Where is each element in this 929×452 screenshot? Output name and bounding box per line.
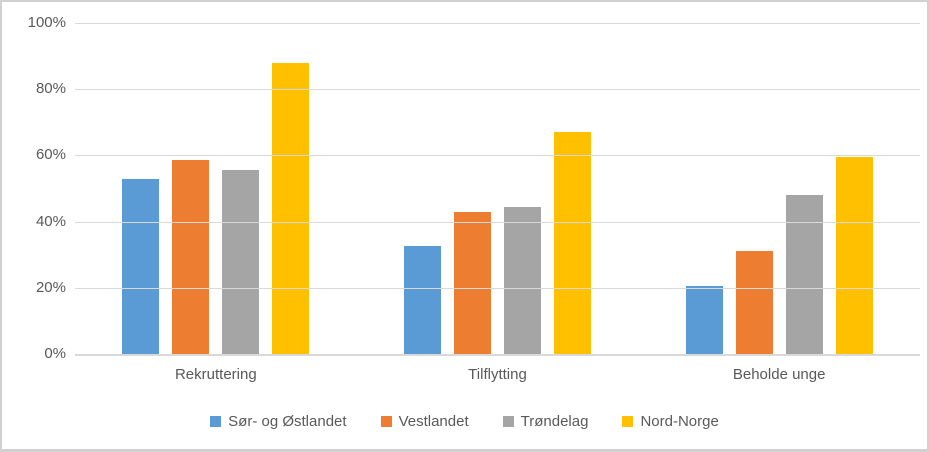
y-tick-label: 20% xyxy=(35,278,66,296)
bar xyxy=(404,246,441,354)
bar-group xyxy=(638,23,920,354)
legend-marker-icon xyxy=(502,415,514,427)
bar-group xyxy=(357,23,639,354)
y-tick-label: 100% xyxy=(27,14,66,31)
x-category-label: Beholde unge xyxy=(732,366,826,383)
gridline xyxy=(75,23,920,24)
gridline xyxy=(75,287,920,289)
legend-item: Sør- og Østlandet xyxy=(210,412,347,430)
bar xyxy=(272,62,310,354)
bar xyxy=(785,195,823,354)
legend-label: Vestlandet xyxy=(398,412,469,430)
bar xyxy=(685,286,723,354)
legend-item: Vestlandet xyxy=(380,412,469,430)
y-tick-label: 60% xyxy=(35,146,66,164)
legend-marker-icon xyxy=(210,415,222,427)
legend-marker-icon xyxy=(380,415,392,427)
legend-marker-icon xyxy=(622,415,634,427)
gridline xyxy=(75,155,920,157)
plot-area xyxy=(75,23,920,356)
y-tick-label: 0% xyxy=(44,345,66,362)
legend-item: Nord-Norge xyxy=(622,412,719,430)
bar xyxy=(554,132,591,354)
legend-item: Trøndelag xyxy=(502,412,589,430)
bar xyxy=(735,251,773,354)
bar xyxy=(172,160,210,354)
legend: Sør- og Østlandet Vestlandet Trøndelag Nord… xyxy=(2,408,927,434)
bar xyxy=(454,211,491,354)
legend-label: Sør- og Østlandet xyxy=(228,412,347,430)
bar xyxy=(222,170,260,354)
legend-label: Nord-Norge xyxy=(640,412,719,430)
x-category-label: Rekruttering xyxy=(174,366,257,383)
y-tick-label: 80% xyxy=(35,80,66,98)
bar xyxy=(122,178,160,354)
y-tick-label: 40% xyxy=(35,212,66,230)
bar-group xyxy=(75,23,357,354)
bar-groups xyxy=(75,23,920,354)
x-category-label: Tilflytting xyxy=(468,366,527,383)
bar xyxy=(504,206,541,354)
gridline xyxy=(75,221,920,223)
bar xyxy=(835,157,873,354)
gridline xyxy=(75,89,920,91)
x-axis-line xyxy=(75,354,920,356)
legend-label: Trøndelag xyxy=(520,412,589,430)
